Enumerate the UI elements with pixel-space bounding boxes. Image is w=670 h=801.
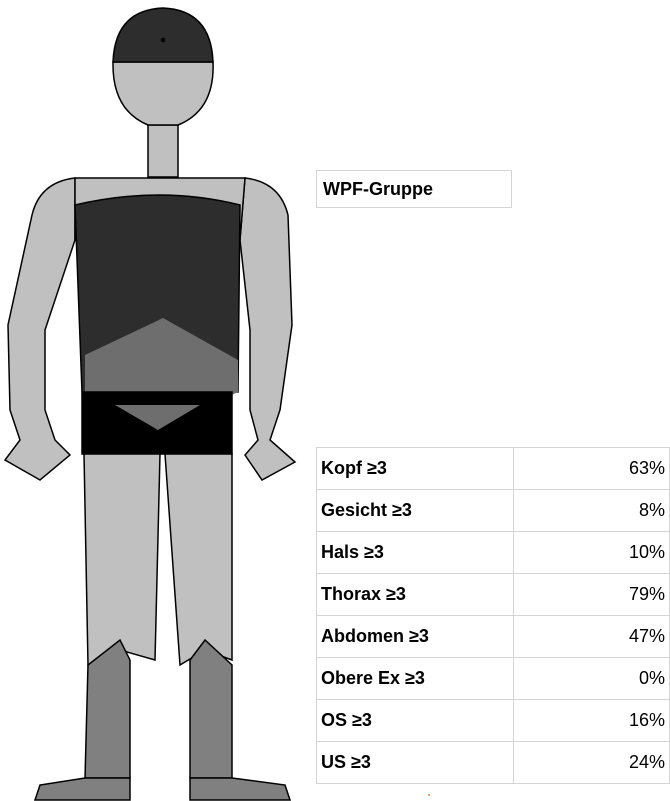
legs bbox=[83, 453, 161, 667]
region-value: 79% bbox=[513, 573, 670, 616]
region-value: 8% bbox=[513, 489, 670, 532]
foot bbox=[189, 777, 292, 801]
face bbox=[112, 61, 214, 126]
region-label: Kopf ≥3 bbox=[316, 447, 514, 490]
region-label: Obere Ex ≥3 bbox=[316, 657, 514, 700]
table-row: Kopf ≥3 63% bbox=[316, 447, 670, 490]
lower-leg bbox=[84, 638, 131, 779]
table-row: Thorax ≥3 79% bbox=[316, 573, 670, 616]
region-value: 10% bbox=[513, 531, 670, 574]
table-row: Abdomen ≥3 47% bbox=[316, 615, 670, 658]
abdomen-lower bbox=[115, 405, 200, 430]
table-row: Gesicht ≥3 8% bbox=[316, 489, 670, 532]
region-label: Abdomen ≥3 bbox=[316, 615, 514, 658]
region-value: 16% bbox=[513, 699, 670, 742]
region-label: OS ≥3 bbox=[316, 699, 514, 742]
table-row: Obere Ex ≥3 0% bbox=[316, 657, 670, 700]
region-label: US ≥3 bbox=[316, 741, 514, 784]
region-value: 0% bbox=[513, 657, 670, 700]
group-title: WPF-Gruppe bbox=[316, 170, 512, 208]
arms bbox=[3, 177, 76, 481]
region-label: Gesicht ≥3 bbox=[316, 489, 514, 532]
neck bbox=[147, 124, 179, 178]
table-row: Hals ≥3 10% bbox=[316, 531, 670, 574]
arms bbox=[239, 177, 297, 481]
region-label: Hals ≥3 bbox=[316, 531, 514, 574]
table-row: OS ≥3 16% bbox=[316, 699, 670, 742]
table-row: US ≥3 24% bbox=[316, 741, 670, 784]
legs bbox=[164, 453, 233, 667]
injury-table: Kopf ≥3 63% Gesicht ≥3 8% Hals ≥3 10% Thorax ≥… bbox=[316, 447, 670, 784]
body-figure bbox=[3, 7, 297, 801]
lower-leg bbox=[189, 638, 233, 779]
region-value: 63% bbox=[513, 447, 670, 490]
region-value: 47% bbox=[513, 615, 670, 658]
region-value: 24% bbox=[513, 741, 670, 784]
marker-dot bbox=[428, 794, 430, 796]
foot bbox=[33, 777, 131, 801]
head-dot bbox=[160, 37, 166, 43]
head-top bbox=[112, 7, 214, 63]
region-label: Thorax ≥3 bbox=[316, 573, 514, 616]
